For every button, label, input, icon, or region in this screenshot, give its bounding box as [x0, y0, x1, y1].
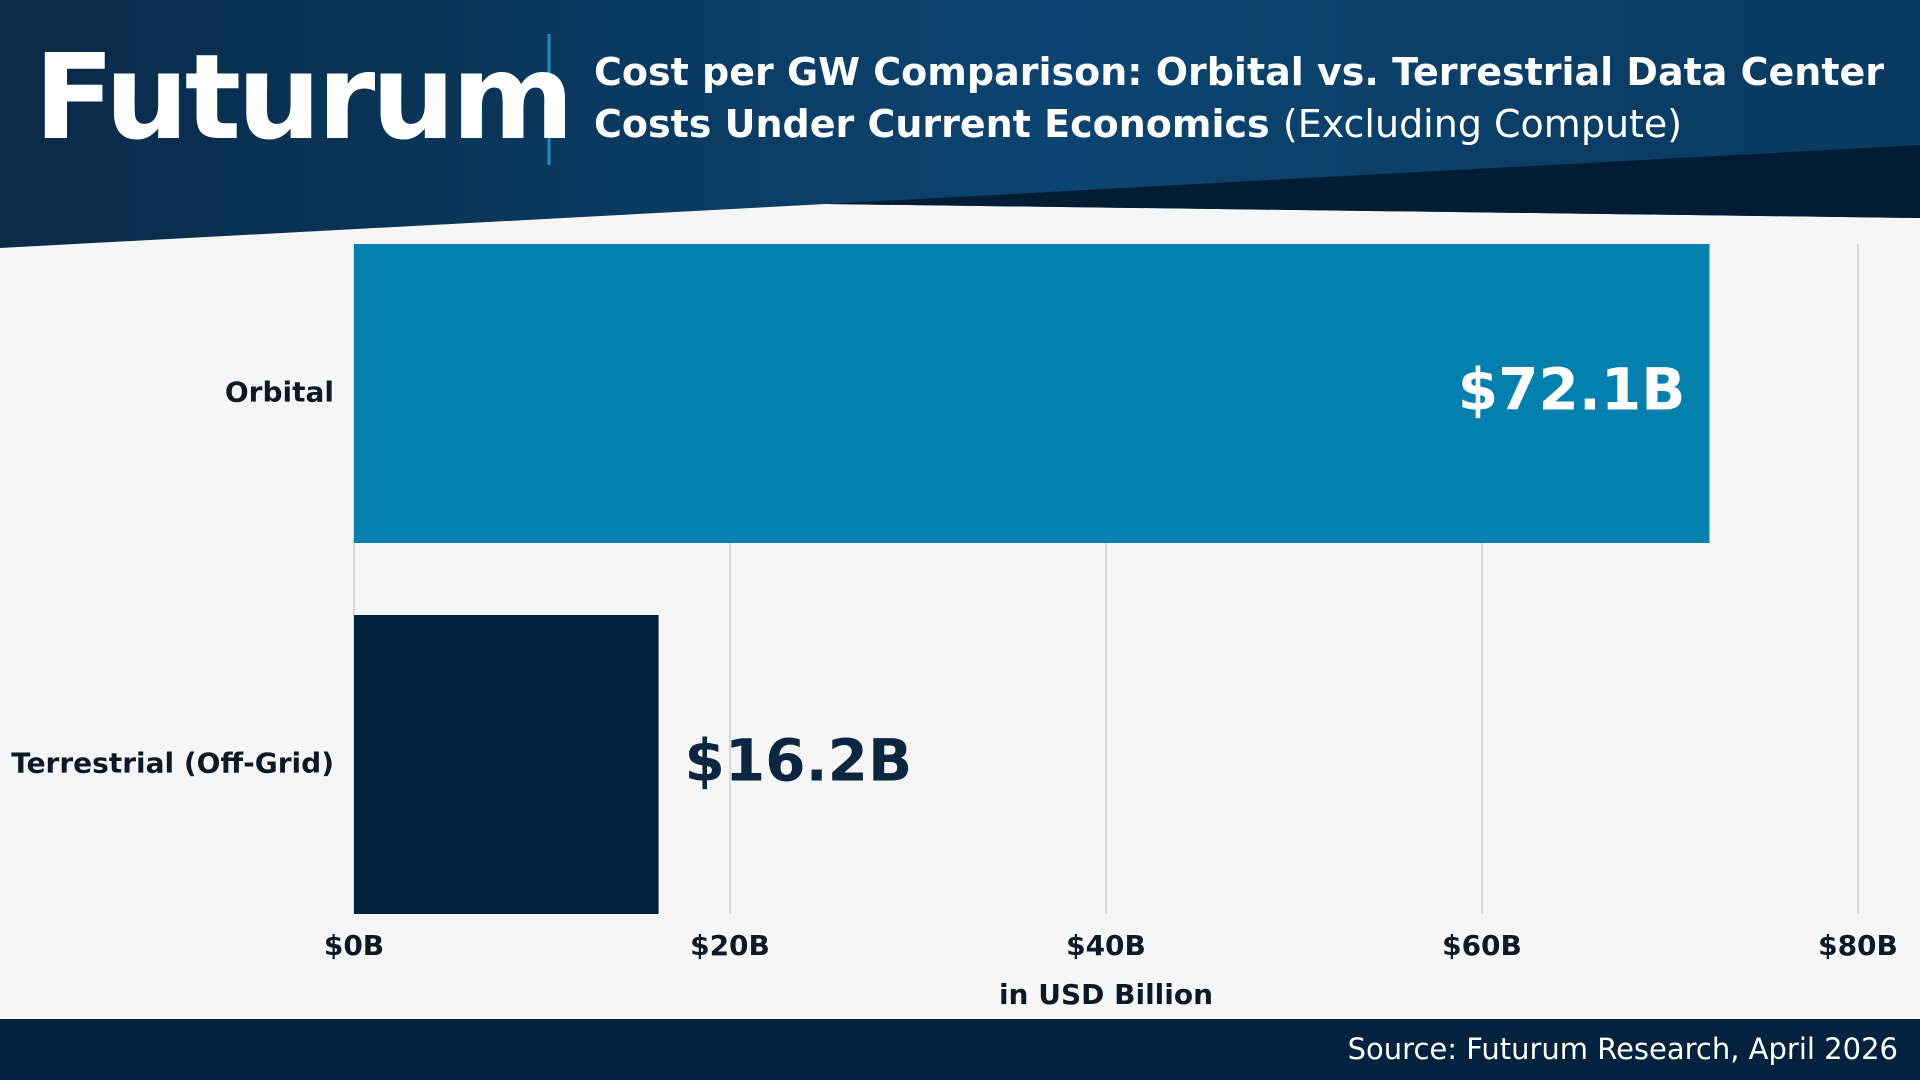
title-note: (Excluding Compute) [1282, 102, 1683, 146]
x-tick-label: $40B [1066, 929, 1146, 962]
footer-band [0, 1019, 1920, 1080]
category-label: Terrestrial (Off-Grid) [11, 747, 334, 780]
x-tick-label: $20B [690, 929, 770, 962]
bar [354, 615, 659, 914]
title-main: Cost per GW Comparison: Orbital vs. Terr… [594, 50, 1885, 146]
header-wedge [826, 145, 1920, 218]
x-tick-label: $0B [324, 929, 384, 962]
x-axis-label: in USD Billion [999, 978, 1213, 1011]
value-label: $72.1B [1458, 356, 1686, 424]
x-tick-label: $60B [1442, 929, 1522, 962]
plot: $0B $20B $40B $60B $80B in USD Billion Orbital… [11, 244, 1898, 1011]
x-tick-label: $80B [1818, 929, 1898, 962]
source-note: Source: Futurum Research, April 2026 [1347, 1032, 1898, 1066]
value-label: $16.2B [685, 727, 913, 795]
bar [354, 244, 1710, 543]
chart-title: Cost per GW Comparison: Orbital vs. Terr… [594, 46, 1894, 150]
brand-logo: Futurum [34, 28, 574, 166]
category-label: Orbital [225, 376, 334, 409]
